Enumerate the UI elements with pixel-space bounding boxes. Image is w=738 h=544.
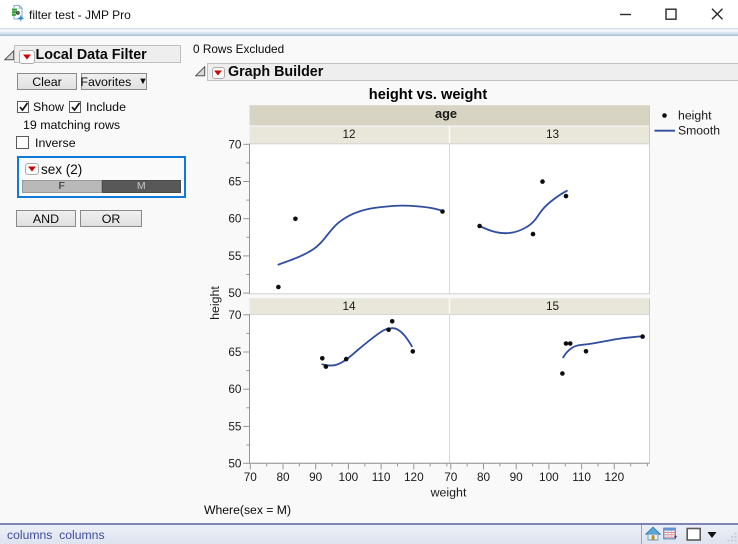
- svg-text:70: 70: [244, 470, 258, 484]
- svg-text:50: 50: [228, 456, 242, 470]
- svg-text:90: 90: [309, 470, 323, 484]
- svg-text:Smooth: Smooth: [678, 124, 720, 138]
- svg-text:100: 100: [339, 470, 359, 484]
- svg-text:65: 65: [228, 345, 242, 359]
- svg-text:13: 13: [546, 127, 560, 141]
- svg-text:80: 80: [477, 470, 491, 484]
- svg-text:120: 120: [604, 470, 624, 484]
- svg-text:15: 15: [546, 299, 560, 313]
- svg-text:55: 55: [228, 249, 242, 263]
- svg-text:age: age: [435, 106, 457, 121]
- svg-text:120: 120: [404, 470, 424, 484]
- svg-text:55: 55: [228, 419, 242, 433]
- svg-text:110: 110: [572, 470, 591, 484]
- svg-text:height: height: [678, 109, 712, 123]
- svg-text:weight: weight: [430, 486, 467, 500]
- svg-text:100: 100: [539, 470, 559, 484]
- svg-text:65: 65: [228, 175, 242, 189]
- svg-text:70: 70: [228, 308, 242, 322]
- svg-text:60: 60: [228, 212, 242, 226]
- svg-text:90: 90: [510, 470, 524, 484]
- svg-text:50: 50: [228, 286, 242, 300]
- svg-text:14: 14: [342, 299, 356, 313]
- svg-text:60: 60: [228, 382, 242, 396]
- svg-text:height vs. weight: height vs. weight: [369, 87, 488, 103]
- svg-text:12: 12: [342, 127, 355, 141]
- svg-text:80: 80: [276, 470, 290, 484]
- svg-text:70: 70: [444, 470, 458, 484]
- svg-text:110: 110: [372, 470, 391, 484]
- svg-text:70: 70: [228, 137, 242, 151]
- svg-text:height: height: [208, 286, 222, 320]
